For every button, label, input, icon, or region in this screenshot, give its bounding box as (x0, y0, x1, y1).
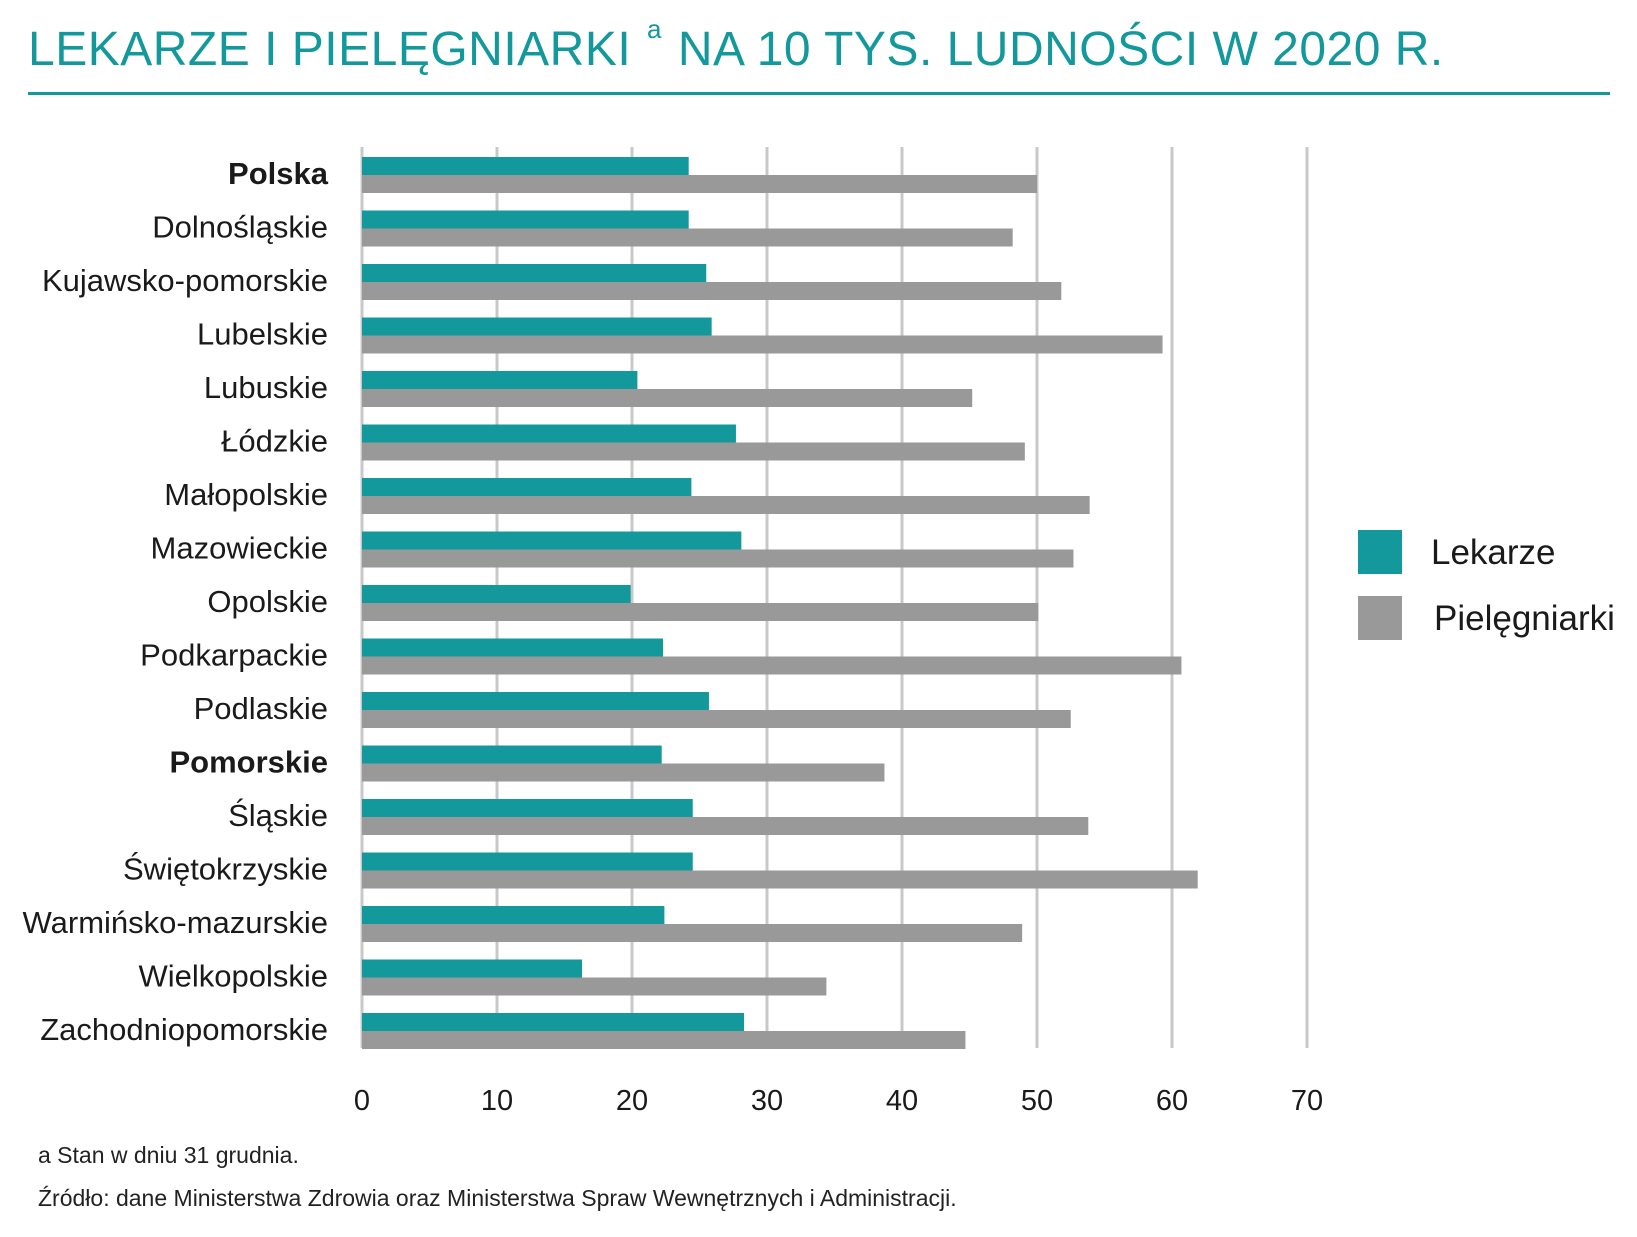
bar-lekarze (362, 317, 712, 336)
source-note: Źródło: dane Ministerstwa Zdrowia oraz M… (38, 1185, 957, 1211)
x-tick-label: 0 (354, 1085, 370, 1117)
bar-chart: 0 10 20 30 40 50 60 70 Polska Dolnośląskie Kujawsk… (23, 147, 1615, 1117)
bar-lekarze (362, 745, 662, 764)
bar-pielegniarki (362, 817, 1089, 835)
bar-lekarze (362, 585, 631, 603)
bar-lekarze (362, 157, 689, 175)
title-underline (28, 92, 1610, 95)
bar-lekarze (362, 852, 693, 871)
bar-lekarze (362, 264, 707, 282)
legend-swatch-pielegniarki (1358, 596, 1402, 640)
footnote: a Stan w dniu 31 grudnia. (38, 1142, 299, 1168)
title-footnote-marker: a (647, 14, 663, 44)
bar-pielegniarki (362, 175, 1037, 193)
category-label: Pomorskie (169, 745, 328, 780)
x-tick-label: 60 (1156, 1085, 1188, 1117)
category-label: Śląskie (228, 797, 328, 833)
bar-pielegniarki (362, 228, 1013, 247)
bar-pielegniarki (362, 549, 1074, 568)
legend-label-lekarze: Lekarze (1431, 533, 1556, 572)
bar-pielegniarki (362, 1031, 966, 1049)
category-label: Warmińsko-mazurskie (23, 905, 328, 940)
category-label: Kujawsko-pomorskie (42, 263, 328, 298)
bar-lekarze (362, 692, 709, 710)
category-label: Podlaskie (194, 691, 328, 726)
category-label: Opolskie (207, 584, 328, 619)
x-tick-label: 50 (1021, 1085, 1053, 1117)
legend-label-pielegniarki: Pielęgniarki (1434, 599, 1615, 638)
bar-lekarze (362, 906, 665, 924)
x-tick-label: 10 (481, 1085, 513, 1117)
bar-pielegniarki (362, 335, 1163, 354)
bar-lekarze (362, 531, 742, 550)
category-label: Wielkopolskie (138, 959, 328, 994)
category-label: Polska (228, 156, 329, 191)
bar-pielegniarki (362, 924, 1023, 942)
x-tick-label: 30 (751, 1085, 783, 1117)
category-label: Zachodniopomorskie (40, 1012, 328, 1047)
bar-pielegniarki (362, 282, 1062, 300)
category-label: Lubuskie (204, 370, 328, 405)
bar-pielegniarki (362, 710, 1071, 728)
bar-lekarze (362, 371, 638, 389)
category-label: Łódzkie (221, 424, 328, 459)
bar-pielegniarki (362, 603, 1039, 621)
category-label: Mazowieckie (151, 531, 328, 566)
category-label: Dolnośląskie (152, 210, 328, 245)
x-tick-label: 70 (1291, 1085, 1323, 1117)
bar-lekarze (362, 799, 693, 817)
category-label: Świętokrzyskie (123, 851, 328, 887)
bar-lekarze (362, 424, 736, 443)
chart-title: LEKARZE I PIELĘGNIARKI a NA 10 TYS. LUDN… (28, 14, 1444, 77)
chart-title-main: LEKARZE I PIELĘGNIARKI (28, 23, 632, 76)
bar-pielegniarki (362, 870, 1198, 889)
bar-lekarze (362, 959, 583, 978)
category-label: Małopolskie (164, 477, 328, 512)
bar-lekarze (362, 478, 692, 496)
bar-pielegniarki (362, 656, 1182, 675)
x-tick-label: 40 (886, 1085, 918, 1117)
bar-lekarze (362, 1013, 745, 1031)
bar-pielegniarki (362, 496, 1090, 514)
bar-pielegniarki (362, 442, 1025, 461)
bar-lekarze (362, 638, 664, 657)
chart-title-rest: NA 10 TYS. LUDNOŚCI W 2020 R. (677, 23, 1444, 76)
legend-swatch-lekarze (1358, 530, 1402, 574)
bar-pielegniarki (362, 977, 827, 996)
bar-lekarze (362, 210, 689, 229)
category-label: Lubelskie (197, 317, 328, 352)
category-label: Podkarpackie (140, 638, 328, 673)
bar-pielegniarki (362, 389, 973, 407)
x-tick-label: 20 (616, 1085, 648, 1117)
bar-pielegniarki (362, 763, 885, 782)
